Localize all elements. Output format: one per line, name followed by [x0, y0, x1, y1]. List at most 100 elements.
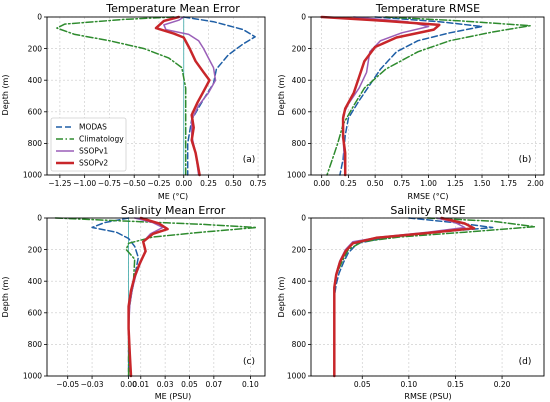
plot-background: [311, 218, 544, 376]
panel-title: Salinity Mean Error: [121, 204, 226, 217]
x-tick-label: 1.50: [474, 179, 491, 188]
x-tick-label: 0.15: [447, 380, 464, 389]
plot-frame: [46, 217, 266, 377]
x-tick-label: 2.00: [527, 179, 544, 188]
panel-salinity-mean-error: −0.05 −0.03 0.000.01 0.03 0.05 0.07 0.10 0 200 40…: [1, 204, 266, 401]
x-tick-label: 1.00: [420, 179, 437, 188]
y-tick-label: 800: [292, 340, 307, 349]
y-tick-label: 1000: [23, 372, 42, 381]
x-axis-label: ME (PSU): [155, 392, 192, 401]
panel-temperature-rmse: 0.00 0.25 0.50 0.75 1.00 1.25 1.50 1.75 2.00 0 200…: [277, 2, 545, 201]
x-tick-label: 0.75: [250, 179, 267, 188]
series-line-ssopv1: [163, 16, 217, 176]
y-tick-label: 400: [292, 277, 307, 286]
x-tick-label: 1.25: [447, 179, 464, 188]
y-tick-label: 800: [28, 139, 43, 148]
panel-title: Salinity RMSE: [390, 204, 465, 217]
x-tick-label: 0.07: [205, 380, 222, 389]
x-tick-label: −0.05: [56, 380, 79, 389]
y-tick-label: 200: [292, 245, 307, 254]
panel-label: (a): [243, 155, 256, 165]
series-line-climatology: [56, 16, 187, 176]
y-tick-label: 1000: [287, 372, 306, 381]
x-axis-label: RMSE (°C): [408, 192, 449, 201]
x-tick-label: 0.00: [313, 179, 330, 188]
y-tick-label: 200: [292, 44, 307, 53]
x-tick-label: 0.50: [367, 179, 384, 188]
y-tick-label: 400: [28, 277, 43, 286]
y-axis-label: Depth (m): [277, 75, 286, 116]
y-tick-label: 0: [301, 214, 306, 223]
series-line-ssopv2: [154, 15, 211, 177]
plot-frame: [310, 217, 545, 377]
y-tick-label: 600: [28, 309, 43, 318]
x-tick-label: −1.00: [73, 179, 96, 188]
plot-area: −0.05 −0.03 0.000.01 0.03 0.05 0.07 0.10 0 200 40…: [23, 214, 266, 389]
x-axis-label: RMSE (PSU): [404, 392, 451, 401]
panel-label: (d): [519, 357, 532, 367]
y-tick-label: 200: [28, 245, 43, 254]
x-tick-label: 0.01: [132, 380, 149, 389]
y-tick-label: 600: [292, 108, 307, 117]
x-tick-label: −0.50: [123, 179, 146, 188]
series-line-ssopv2: [320, 15, 441, 177]
x-tick-label: 1.75: [500, 179, 517, 188]
y-tick-label: 0: [37, 214, 42, 223]
y-tick-label: 0: [301, 13, 306, 22]
y-axis-label: Depth (m): [277, 277, 286, 318]
x-axis-label: ME (°C): [158, 192, 188, 201]
plot-area: 0.05 0.10 0.15 0.20 0 200 400 600 800 1000: [287, 214, 545, 389]
y-tick-label: 400: [292, 76, 307, 85]
series-line-ssopv2: [127, 216, 169, 378]
series-line-climatology: [326, 16, 531, 176]
x-tick-label: −0.03: [81, 380, 104, 389]
plot-frame: [310, 16, 545, 176]
panel-salinity-rmse: 0.05 0.10 0.15 0.20 0 200 400 600 800 1000 Salinit…: [277, 204, 545, 401]
y-tick-label: 800: [292, 139, 307, 148]
y-tick-label: 0: [37, 13, 42, 22]
legend-box: [50, 117, 127, 172]
x-tick-label: 0.00: [175, 179, 192, 188]
y-tick-label: 600: [28, 108, 43, 117]
panel-title: Temperature Mean Error: [105, 2, 240, 15]
x-tick-label: −1.25: [48, 179, 71, 188]
panel-title: Temperature RMSE: [375, 2, 480, 15]
series-line-modas: [333, 217, 494, 377]
legend-label: SSOPv1: [79, 147, 108, 156]
x-tick-label: 0.25: [200, 179, 217, 188]
y-axis-label: Depth (m): [1, 277, 10, 318]
x-tick-label: 0.25: [340, 179, 357, 188]
series-line-modas: [339, 16, 483, 176]
x-tick-label: 0.10: [242, 380, 259, 389]
y-tick-label: 1000: [287, 171, 306, 180]
x-tick-label: 0.75: [393, 179, 410, 188]
x-tick-label: 0.50: [225, 179, 242, 188]
legend-label: Climatology: [79, 135, 124, 144]
x-tick-label: 0.00: [120, 380, 137, 389]
panel-label: (b): [519, 155, 532, 165]
panel-temperature-mean-error: −1.25 −1.00 −0.75 −0.50 −0.25 0.00 0.25 0.50 0.7…: [1, 2, 267, 201]
y-tick-label: 800: [28, 340, 43, 349]
x-tick-label: 0.03: [157, 380, 174, 389]
plot-background: [47, 218, 265, 376]
x-tick-label: 0.05: [181, 380, 198, 389]
series-line-ssopv2: [333, 216, 476, 378]
x-tick-label: −0.75: [98, 179, 121, 188]
plot-frame: [46, 16, 266, 176]
plot-background: [311, 17, 544, 175]
y-tick-label: 400: [28, 76, 43, 85]
panel-label: (c): [243, 357, 255, 367]
y-tick-label: 600: [292, 309, 307, 318]
x-tick-label: 0.05: [354, 380, 371, 389]
y-tick-label: 1000: [23, 171, 42, 180]
y-tick-label: 200: [28, 44, 43, 53]
x-tick-label: 0.20: [494, 380, 511, 389]
plot-area: 0.00 0.25 0.50 0.75 1.00 1.25 1.50 1.75 2.00 0 200…: [287, 13, 545, 188]
legend-label: MODAS: [79, 123, 107, 132]
legend: MODAS Climatology SSOPv1 SSOPv2: [50, 117, 127, 172]
x-tick-label: 0.10: [401, 380, 418, 389]
y-axis-label: Depth (m): [1, 75, 10, 116]
x-tick-label: −0.25: [147, 179, 170, 188]
legend-label: SSOPv2: [79, 159, 108, 168]
